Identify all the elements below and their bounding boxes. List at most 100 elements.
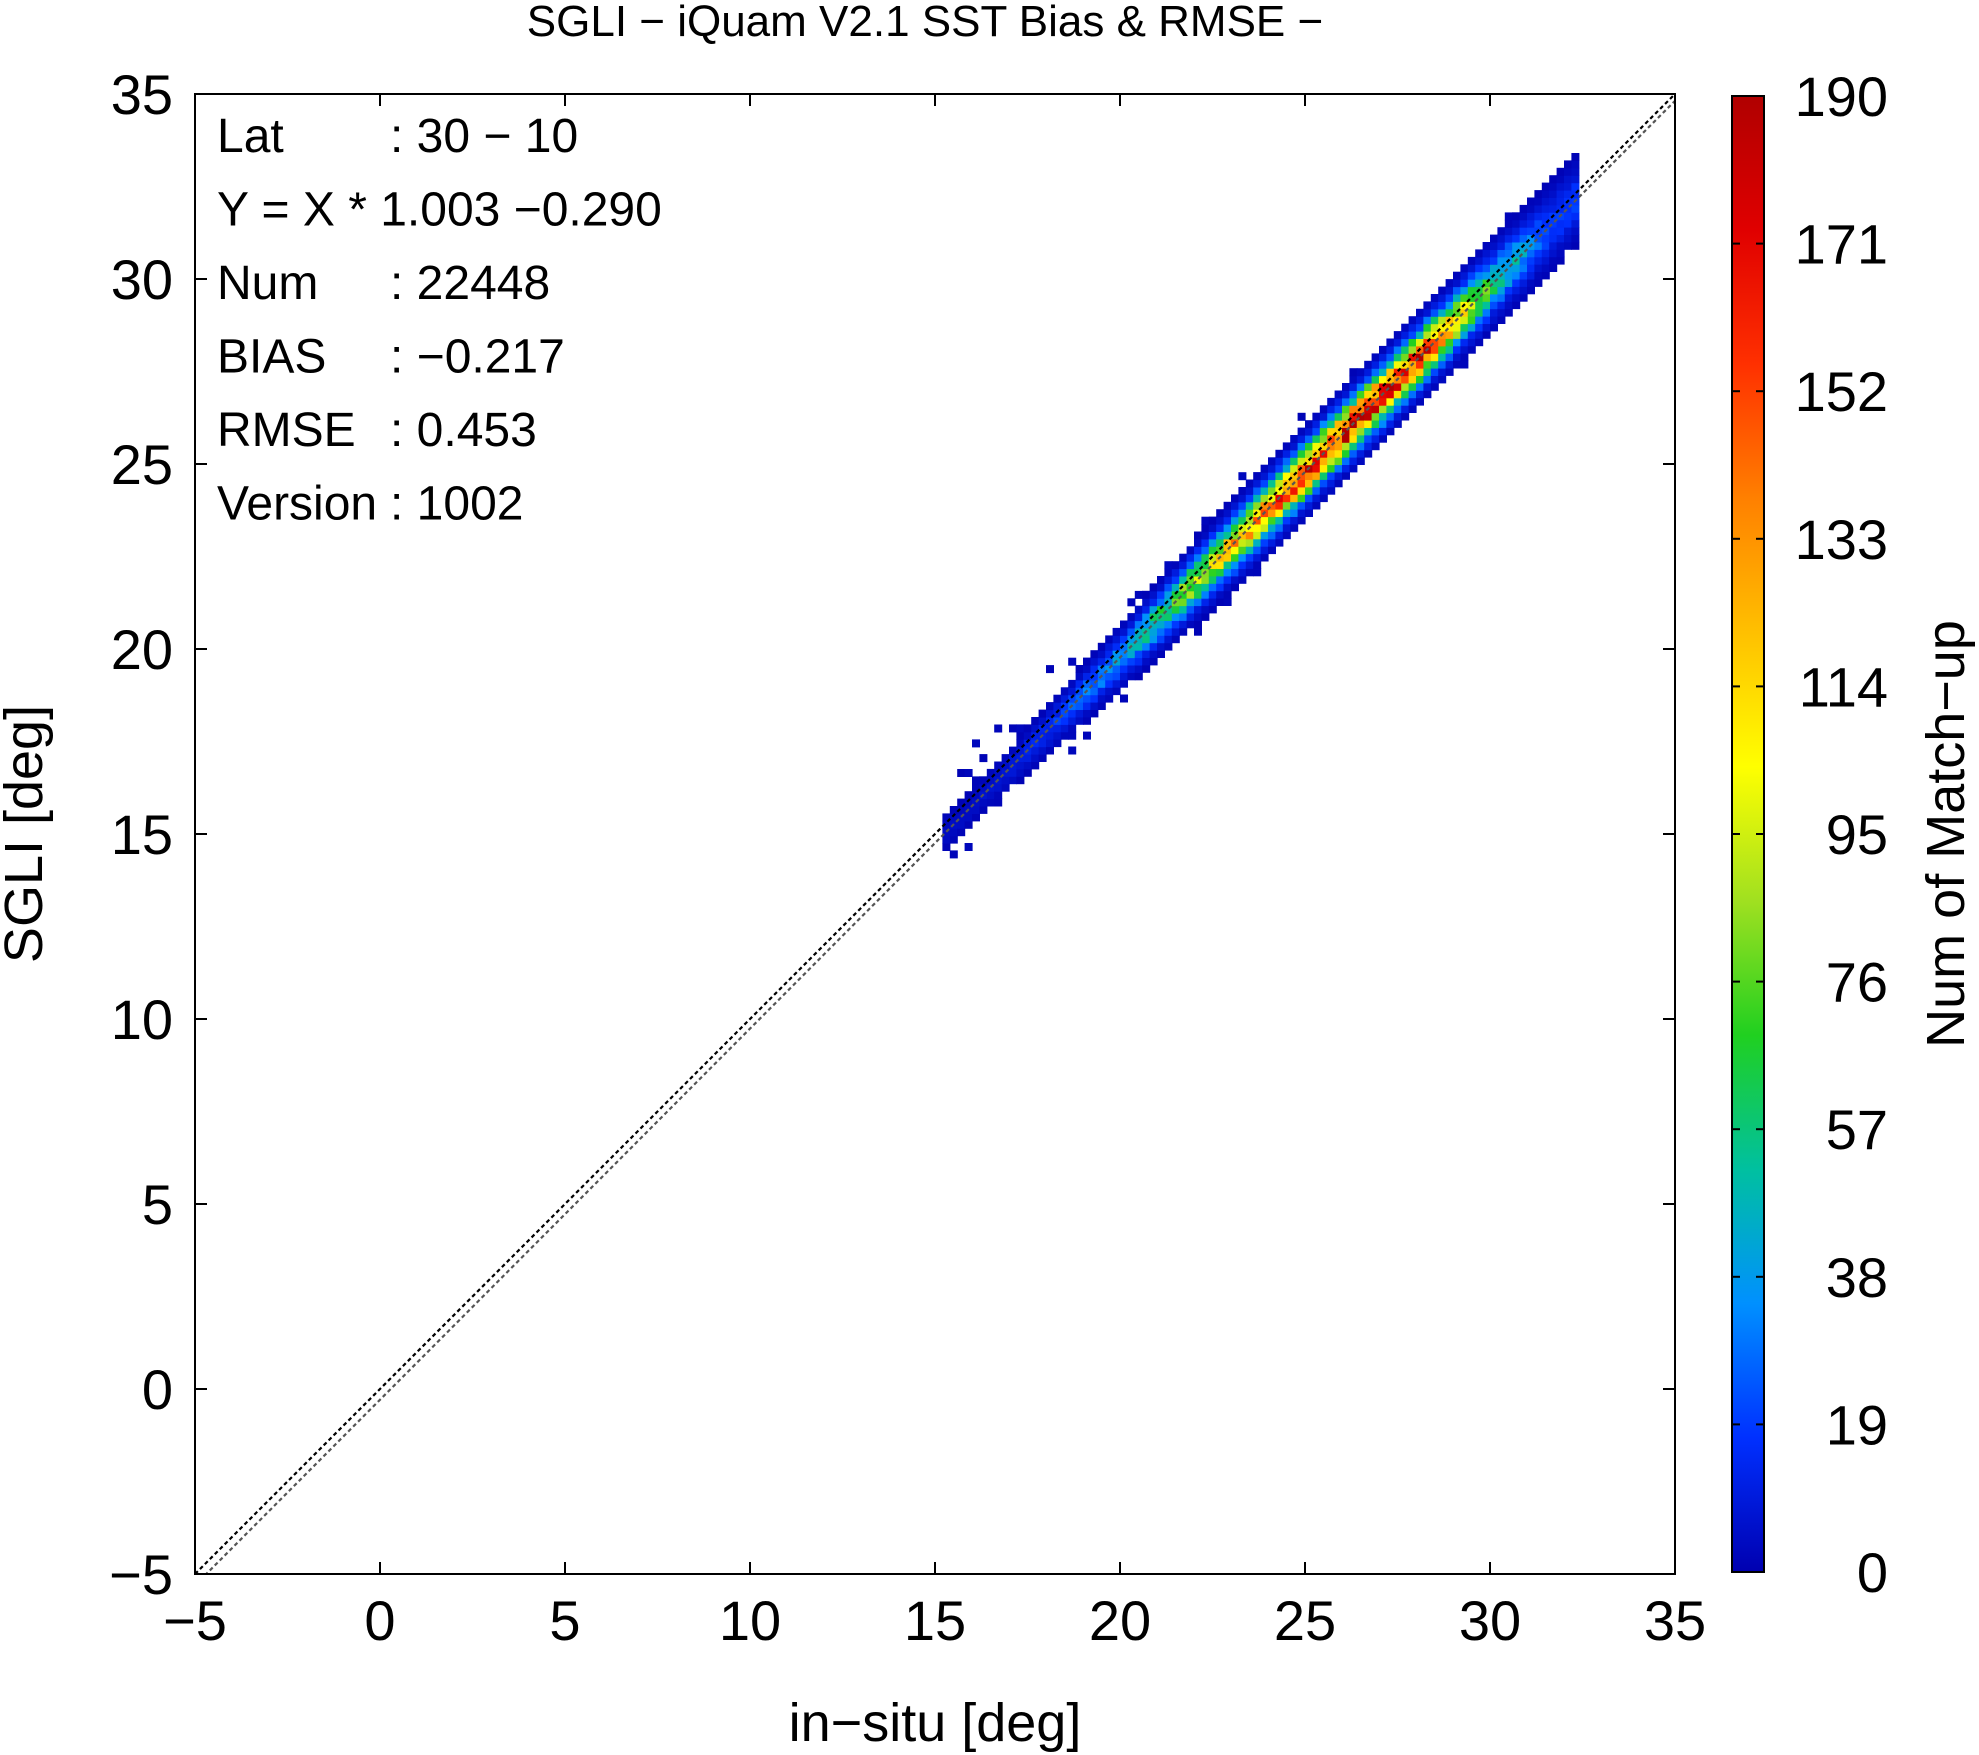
heatmap-cell — [1023, 761, 1032, 770]
heatmap-cell — [1179, 575, 1188, 584]
heatmap-cell — [1467, 256, 1476, 265]
heatmap-cell — [1386, 368, 1395, 377]
heatmap-cell — [1134, 605, 1143, 614]
heatmap-cell — [1268, 479, 1276, 488]
heatmap-cell — [1504, 286, 1513, 295]
heatmap-cell — [1097, 687, 1106, 696]
heatmap-cell — [1290, 501, 1299, 510]
heatmap-cell — [1319, 427, 1328, 436]
heatmap-cell — [1423, 338, 1432, 347]
heatmap-cell — [1157, 620, 1165, 629]
heatmap-cell — [1223, 531, 1232, 540]
plot-area: −5 0 5 10 15 20 25 30 35 −5 0 5 10 15 20 25 30 35 — [109, 63, 1706, 1652]
heatmap-cell — [1319, 405, 1328, 414]
heatmap-cell — [1541, 212, 1550, 221]
heatmap-cell — [1416, 390, 1424, 399]
heatmap-cell — [1408, 331, 1417, 339]
heatmap-cell — [1475, 338, 1484, 347]
heatmap-cell — [1504, 249, 1513, 258]
heatmap-cell — [1393, 412, 1402, 421]
heatmap-cell — [1364, 420, 1373, 428]
heatmap-cell — [1312, 494, 1321, 503]
heatmap-cell — [1134, 657, 1143, 666]
heatmap-cell — [1157, 605, 1165, 614]
heatmap-cell — [1453, 293, 1461, 302]
heatmap-cell — [1482, 249, 1491, 258]
heatmap-cell — [1305, 435, 1313, 443]
heatmap-cell — [1556, 167, 1565, 176]
heatmap-cell — [1016, 761, 1025, 770]
heatmap-cell — [1097, 665, 1106, 673]
heatmap-cell — [1534, 234, 1543, 243]
heatmap-cell — [1482, 279, 1491, 287]
heatmap-cell — [1549, 219, 1558, 228]
heatmap-cell — [1490, 293, 1498, 302]
heatmap-cell — [1342, 405, 1350, 414]
y-tick-label: 30 — [111, 248, 173, 311]
heatmap-cell — [1556, 234, 1565, 243]
heatmap-cell — [1134, 642, 1143, 651]
heatmap-cell — [1001, 783, 1010, 792]
heatmap-cell — [942, 843, 951, 851]
heatmap-cell — [1083, 731, 1091, 740]
heatmap-cell — [1031, 724, 1040, 733]
heatmap-cell — [1260, 516, 1269, 525]
heatmap-cell — [1068, 731, 1077, 740]
stat-label: BIAS — [217, 331, 326, 384]
heatmap-cell — [1216, 531, 1225, 540]
heatmap-cell — [1541, 241, 1550, 250]
heatmap-cell — [1164, 598, 1173, 607]
heatmap-cell — [1208, 531, 1217, 540]
heatmap-cell — [1571, 160, 1580, 169]
heatmap-cell — [1556, 227, 1565, 235]
heatmap-cell — [1467, 338, 1476, 347]
heatmap-cell — [1534, 278, 1543, 287]
heatmap-cell — [1290, 442, 1299, 451]
heatmap-cell — [1356, 368, 1365, 377]
heatmap-cell — [1512, 293, 1521, 302]
heatmap-cell — [1549, 264, 1558, 272]
stat-label: RMSE — [217, 404, 356, 457]
heatmap-cell — [1297, 427, 1306, 436]
heatmap-cell — [1386, 419, 1395, 428]
heatmap-cell — [1194, 590, 1202, 599]
heatmap-cell — [1371, 412, 1380, 421]
heatmap-cell — [1319, 412, 1328, 421]
heatmap-cell — [1038, 709, 1047, 718]
heatmap-cell — [1186, 568, 1195, 577]
heatmap-cell — [1504, 227, 1513, 236]
heatmap-cell — [1401, 368, 1410, 377]
heatmap-cell — [1379, 419, 1387, 428]
heatmap-cell — [1157, 598, 1165, 607]
heatmap-cell — [1216, 509, 1225, 518]
heatmap-cell — [1401, 397, 1410, 406]
heatmap-cell — [1364, 397, 1373, 406]
heatmap-cell — [1438, 345, 1447, 354]
heatmap-cell — [1060, 731, 1069, 740]
heatmap-cell — [1046, 716, 1054, 725]
heatmap-cell — [972, 806, 980, 814]
heatmap-cell — [1497, 264, 1506, 273]
heatmap-cell — [1120, 642, 1128, 651]
heatmap-cell — [1564, 204, 1572, 213]
heatmap-cell — [1430, 360, 1439, 369]
heatmap-cell — [1408, 316, 1417, 325]
heatmap-cell — [1349, 405, 1358, 414]
heatmap-cell — [1342, 457, 1350, 465]
heatmap-cell — [972, 783, 980, 792]
heatmap-cell — [1201, 553, 1210, 562]
heatmap-cell — [1512, 264, 1521, 273]
heatmap-cell — [1386, 390, 1395, 399]
heatmap-cell — [1208, 598, 1217, 606]
heatmap-cell — [1216, 538, 1225, 547]
heatmap-cell — [1268, 457, 1276, 466]
y-axis-ticks: −5 0 5 10 15 20 25 30 35 — [109, 63, 1675, 1606]
colorbar-tick-label: 19 — [1826, 1393, 1888, 1456]
heatmap-cell — [1260, 501, 1269, 510]
heatmap-cell — [1046, 746, 1054, 755]
heatmap-cell — [1371, 420, 1380, 428]
heatmap-cell — [1423, 308, 1432, 317]
heatmap-cell — [1445, 308, 1454, 317]
heatmap-cell — [1504, 301, 1513, 310]
heatmap-cell — [957, 820, 966, 829]
